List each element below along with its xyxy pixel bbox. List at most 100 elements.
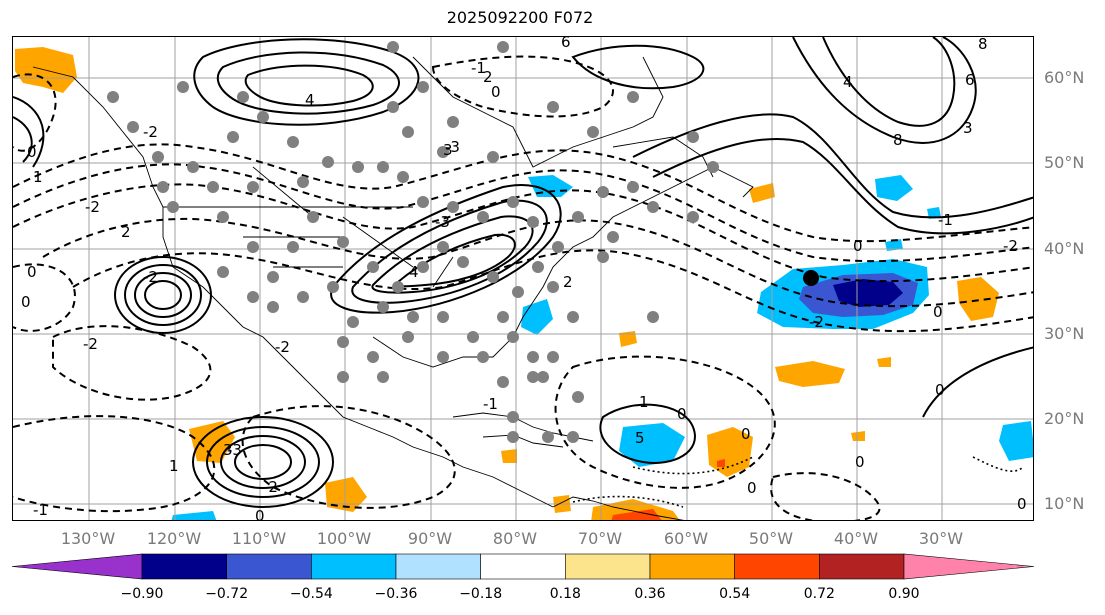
contour-label: 6 [965, 71, 975, 89]
contour-label-layer: 4 6 8 4 8 6 3 2 0 -1 -2 -3 4 -3 -2 2 -2 … [21, 37, 1027, 521]
contour-label: -2 [809, 313, 824, 331]
map-panel: 4 6 8 4 8 6 3 2 0 -1 -2 -3 4 -3 -2 2 -2 … [12, 36, 1034, 521]
contour-label: 1 [33, 168, 43, 186]
shade-patch-orange-mid [775, 361, 845, 387]
shade-patch-nf [875, 175, 913, 201]
colorbar-extend-low [11, 553, 143, 580]
colorbar-tick-label: −0.90 [120, 586, 164, 602]
black-marker [803, 270, 819, 286]
shade-patch-orange-nf [749, 183, 775, 203]
colorbar-segment [565, 553, 651, 580]
contour-label: -1 [33, 501, 48, 519]
colorbar-segment [480, 553, 566, 580]
shade-patch-blue-east [999, 421, 1033, 461]
shade-patch-east-coast [521, 299, 553, 335]
lon-label-110w: 110°W [231, 529, 287, 548]
shade-patch-red-dot [717, 459, 725, 467]
lon-label-120w: 120°W [146, 529, 202, 548]
lat-label-20n: 20°N [1044, 409, 1085, 428]
colorbar [11, 553, 1035, 580]
contour-label: 0 [933, 303, 943, 321]
contour-label: -2 [1003, 237, 1018, 255]
lon-label-100w: 100°W [316, 529, 372, 548]
contour-label: 0 [21, 293, 31, 311]
colorbar-tick-label: 0.72 [803, 586, 835, 602]
contour-label: 4 [409, 263, 419, 281]
contour-label: -1 [483, 395, 498, 413]
contour-label: -2 [143, 268, 158, 286]
shade-patch-blue-pac [171, 511, 217, 520]
contour-label: 4 [843, 73, 853, 91]
contour-label: -2 [85, 198, 100, 216]
lon-label-40w: 40°W [833, 529, 879, 548]
contour-label: 0 [255, 507, 265, 521]
lon-label-60w: 60°W [663, 529, 709, 548]
lon-label-130w: 130°W [60, 529, 116, 548]
colorbar-segment [395, 553, 481, 580]
contour-label: -2 [263, 478, 278, 496]
contour-label: 5 [635, 429, 645, 447]
map-canvas: 4 6 8 4 8 6 3 2 0 -1 -2 -3 4 -3 -2 2 -2 … [13, 37, 1033, 521]
colorbar-tick-label: 0.54 [719, 586, 751, 602]
lat-label-50n: 50°N [1044, 153, 1085, 172]
observation-dots [107, 41, 719, 443]
shading-layer [15, 47, 1033, 520]
map-title: 2025092200 F072 [446, 8, 594, 27]
lat-label-60n: 60°N [1044, 68, 1085, 87]
colorbar-tick-label: 0.18 [549, 586, 581, 602]
contour-label: -1 [938, 211, 953, 229]
contour-label: -3 [445, 138, 460, 156]
colorbar-tick-label: −0.72 [205, 586, 249, 602]
lat-label-10n: 10°N [1044, 494, 1085, 513]
colorbar-tick-label: 0.36 [634, 586, 666, 602]
contour-label: 1 [169, 457, 179, 475]
contour-label: 2 [483, 68, 493, 86]
colorbar-segment [141, 553, 227, 580]
lon-label-50w: 50°W [748, 529, 794, 548]
lat-label-40n: 40°N [1044, 239, 1085, 258]
contour-label: 0 [27, 143, 37, 161]
colorbar-tick-label: −0.54 [289, 586, 333, 602]
colorbar-segment [734, 553, 820, 580]
colorbar-segments [11, 553, 1035, 580]
colorbar-tick-label: 0.90 [888, 586, 920, 602]
graticule [13, 37, 1033, 520]
lon-label-80w: 80°W [492, 529, 538, 548]
contour-label: 2 [121, 223, 131, 241]
shade-patch-orange-small2 [877, 357, 891, 367]
contour-label: 0 [741, 425, 751, 443]
colorbar-segment [226, 553, 312, 580]
shade-patch-red-sa [611, 509, 662, 520]
colorbar-extend-high [903, 553, 1035, 580]
contour-label: 8 [978, 37, 988, 53]
contour-label: 0 [855, 453, 865, 471]
colorbar-segment [649, 553, 735, 580]
lon-label-30w: 30°W [918, 529, 964, 548]
contour-label: 4 [305, 91, 315, 109]
contour-label: 0 [677, 405, 687, 423]
contour-label: 8 [893, 131, 903, 149]
contour-label: -1 [471, 59, 486, 77]
colorbar-tick-label: −0.18 [459, 586, 503, 602]
contour-label: 0 [27, 263, 37, 281]
shade-patch-small2 [885, 239, 903, 251]
contour-label: -2 [275, 338, 290, 356]
positive-contours [13, 37, 1033, 508]
contour-label: -2 [83, 335, 98, 353]
lon-label-90w: 90°W [407, 529, 453, 548]
contour-label: 0 [491, 83, 501, 101]
contour-label: 2 [563, 273, 573, 291]
contour-label: 3 [223, 441, 233, 459]
colorbar-segment [311, 553, 397, 580]
contour-label: 0 [853, 237, 863, 255]
contour-label: -3 [435, 213, 450, 231]
lon-label-70w: 70°W [577, 529, 623, 548]
contour-label: 0 [1017, 495, 1027, 513]
contour-label: 3 [963, 119, 973, 137]
dotted-contours [572, 456, 1024, 508]
contour-label: 1 [639, 393, 649, 411]
shade-patch-negative-center [833, 279, 903, 307]
contour-label: 6 [561, 37, 571, 51]
colorbar-segment [819, 553, 905, 580]
colorbar-tick-label: −0.36 [374, 586, 418, 602]
